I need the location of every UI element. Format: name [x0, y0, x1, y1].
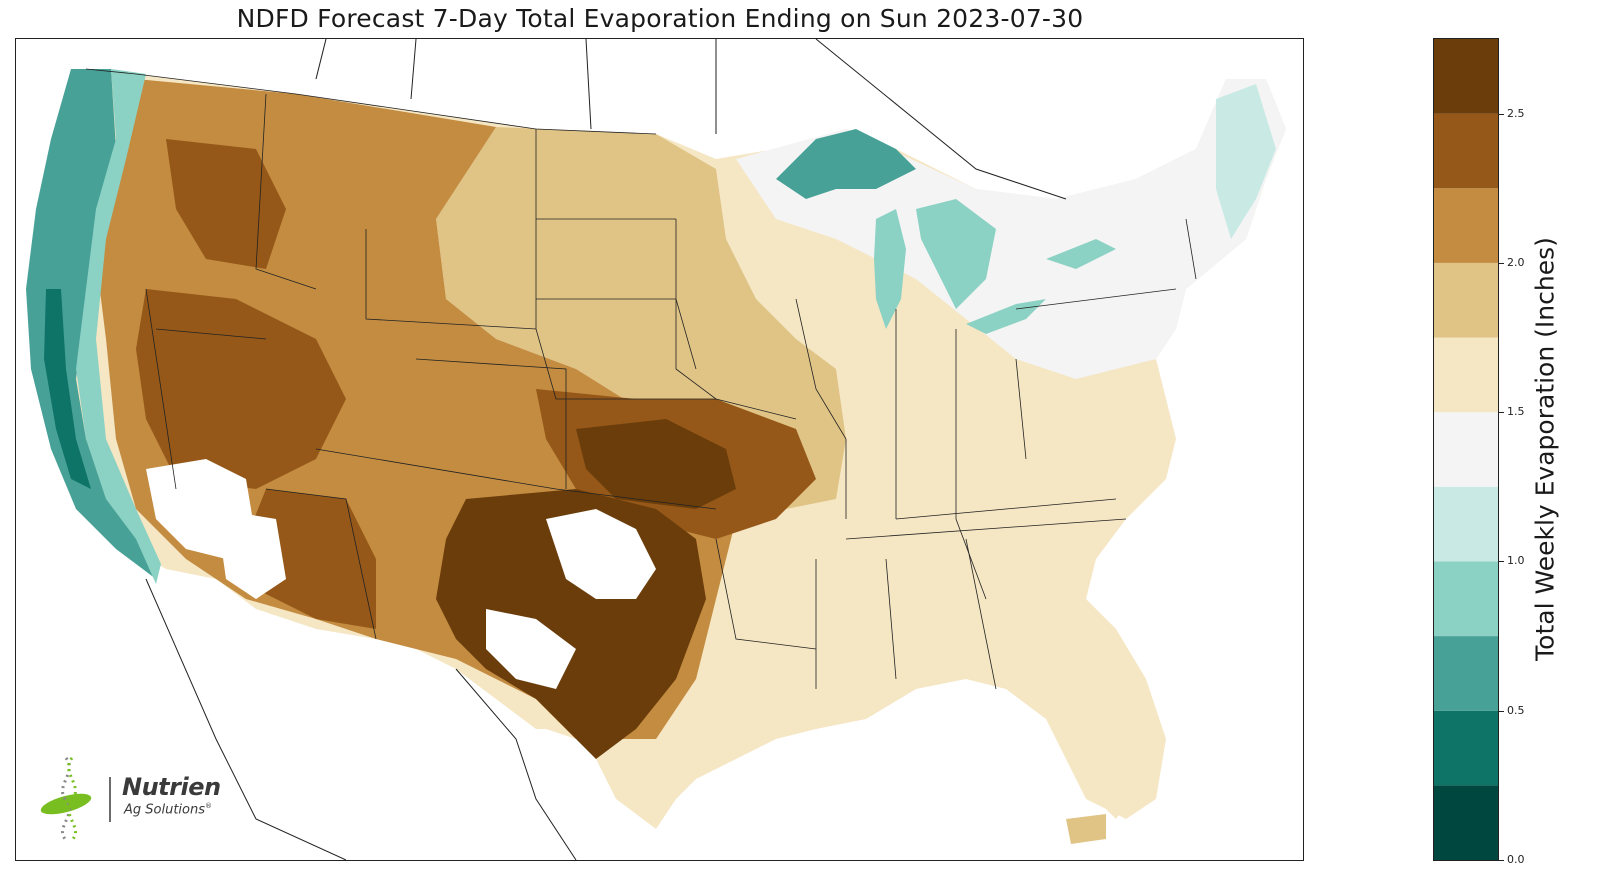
colorbar-tick-mark — [1499, 710, 1504, 712]
region-pacific-dark — [44, 289, 91, 489]
colorbar-tick-label: 0.0 — [1507, 853, 1525, 866]
colorbar-tick-mark — [1499, 113, 1504, 115]
nutrien-logo — [38, 752, 238, 842]
missing-data-arizona — [216, 509, 286, 599]
region-great-basin — [136, 289, 346, 489]
region-rockies — [166, 139, 286, 269]
logo-subtitle: Ag Solutions® — [124, 802, 212, 817]
evaporation-map — [26, 39, 1286, 860]
colorbar-tick-mark — [1499, 561, 1504, 563]
colorbar-tick-label: 1.0 — [1507, 554, 1525, 568]
region-kansas-core — [576, 419, 736, 509]
colorbar-tick-mark — [1499, 860, 1504, 861]
colorbar-swatch — [1434, 636, 1498, 711]
lake-ontario — [1046, 239, 1116, 269]
registered-mark: ® — [205, 802, 213, 810]
colorbar-swatch — [1434, 710, 1498, 786]
florida-lake — [1066, 814, 1106, 844]
colorbar — [1433, 38, 1499, 861]
colorbar-swatch — [1434, 561, 1498, 637]
colorbar-swatch — [1434, 412, 1498, 487]
state-borders — [85, 68, 1197, 690]
colorbar-tick-label: 2.5 — [1507, 106, 1525, 120]
colorbar-swatch — [1434, 337, 1498, 413]
colorbar-swatches — [1434, 39, 1498, 860]
colorbar-label: Total Weekly Evaporation (Inches) — [1530, 237, 1560, 661]
colorbar-tick-mark — [1499, 412, 1504, 414]
region-maine-coast — [1216, 84, 1276, 239]
region-southwest — [246, 489, 376, 629]
colorbar-tick-label: 1.5 — [1507, 405, 1525, 419]
colorbar-tick-label: 0.5 — [1507, 703, 1525, 717]
colorbar-swatch — [1434, 486, 1498, 562]
florida — [1046, 699, 1136, 819]
missing-data-west-texas — [486, 609, 576, 689]
mexico-area — [166, 579, 656, 860]
colorbar-tick-mark — [1499, 262, 1504, 264]
colorbar-swatch — [1434, 785, 1498, 860]
nutrien-leaf-icon — [40, 757, 111, 842]
country-borders — [145, 39, 1067, 860]
colorbar-swatch — [1434, 188, 1498, 263]
colorbar-swatch — [1434, 39, 1498, 114]
lake-huron — [916, 199, 996, 309]
colorbar-swatch — [1434, 113, 1498, 189]
region-pacific-coast — [26, 69, 156, 579]
map-panel[interactable] — [15, 38, 1304, 861]
colorbar-swatch — [1434, 262, 1498, 338]
missing-data-nm — [546, 509, 656, 599]
lake-michigan — [874, 209, 906, 329]
lake-superior — [776, 129, 916, 199]
logo-sub-text: Ag Solutions — [124, 802, 206, 818]
colorbar-tick-label: 2.0 — [1507, 255, 1525, 269]
map-title: NDFD Forecast 7-Day Total Evaporation En… — [236, 4, 1084, 33]
region-pacific-coast-light — [76, 69, 161, 584]
logo-name: Nutrien — [122, 773, 221, 801]
